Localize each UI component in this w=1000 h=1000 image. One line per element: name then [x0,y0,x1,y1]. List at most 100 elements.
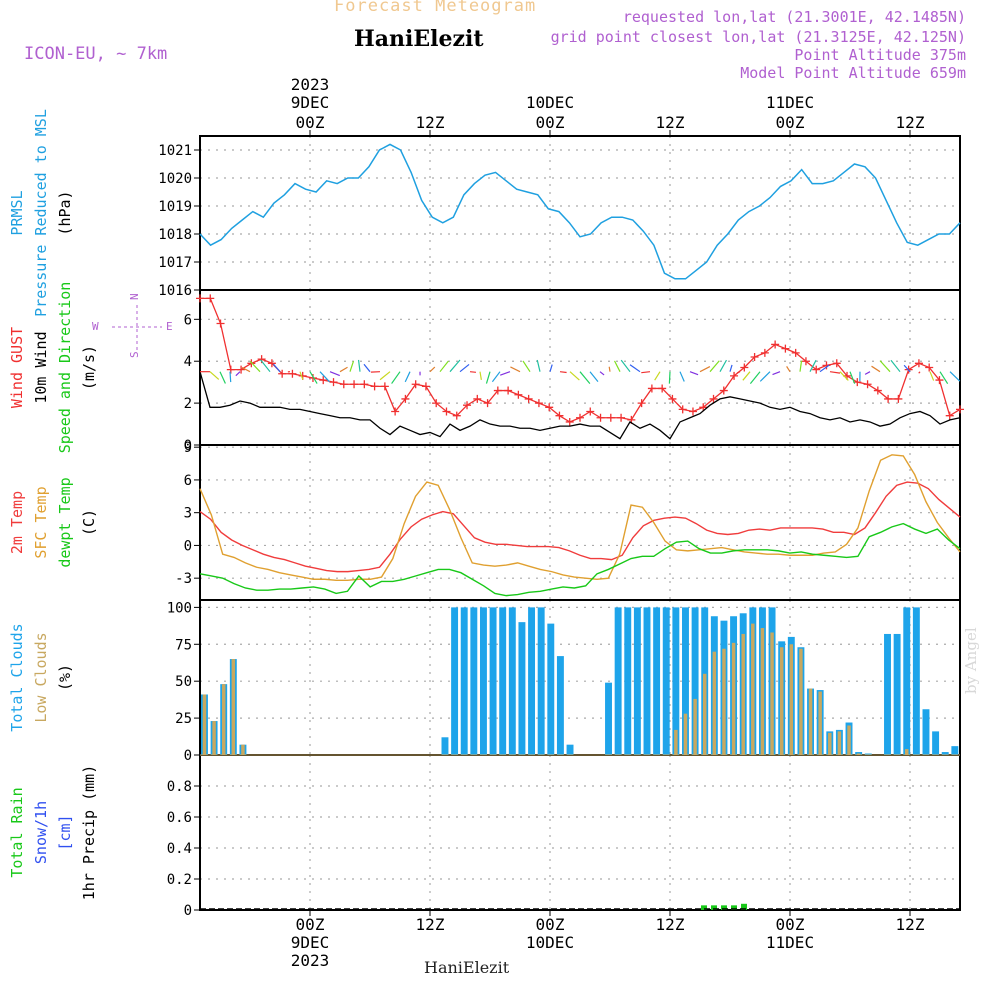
wind-arrow [668,371,671,384]
time-label-top: 12Z [896,113,925,132]
wind-arrow [839,371,849,381]
time-label-top: 2023 [291,75,330,94]
panel-frame [199,754,961,911]
gust-marker [237,365,246,374]
time-label-bottom: 00Z [536,915,565,934]
y-tick-label: 4 [184,354,192,370]
wind-arrow [879,360,891,373]
axis-label: SFC Temp [32,486,50,558]
wind-arrow [485,371,491,384]
gust-marker [545,403,554,412]
axis-label: 1hr Precip (mm) [80,765,98,900]
gust-marker [442,407,451,416]
wind-arrow [819,364,830,373]
gust-marker [493,386,502,395]
y-tick-label: 2 [184,396,192,412]
model-altitude: Model Point Altitude 659m [740,64,966,82]
wind-arrow [579,371,591,385]
gust-marker [771,340,780,349]
bar-total-cloud [643,607,651,755]
gust-marker [791,348,800,357]
wind-arrow [679,371,685,382]
series-2m-temp [199,481,961,573]
time-label-bottom: 00Z [776,915,805,934]
bar-low-cloud [751,623,755,755]
gust-marker [647,384,656,393]
place-name: HaniElezit [354,26,484,52]
bar-rain [711,905,717,910]
gust-marker [319,376,328,385]
wind-arrow [641,371,651,374]
model-label: ICON-EU, ~ 7km [24,44,168,64]
bar-total-cloud [605,682,612,755]
y-tick-label: 0.4 [167,841,192,857]
bar-low-cloud [828,732,832,755]
bar-low-cloud [212,721,216,755]
wind-arrow [709,360,720,373]
wind-arrow [599,371,605,376]
y-tick-label: 6 [184,312,192,328]
bar-total-cloud [460,607,468,755]
gust-marker [329,378,338,387]
wind-arrow [772,371,781,376]
wind-arrow [459,363,470,373]
bar-total-cloud [537,607,545,755]
wind-arrow [629,364,641,373]
footer-place: HaniElezit [424,958,510,977]
chart-title: Forecast Meteogram [334,0,537,16]
gust-marker [781,344,790,353]
wind-arrow [929,371,935,381]
wind-arrow [349,360,355,372]
gust-marker [925,363,934,372]
axis-label: [cm] [56,814,74,850]
gust-marker [555,411,564,420]
wind-arrow [491,371,501,383]
gust-marker [576,413,584,422]
wind-arrow [871,365,881,373]
wind-arrow [229,371,232,383]
wind-arrow [749,371,761,385]
y-tick-label: 0.6 [167,810,192,826]
compass-s: S [128,351,141,358]
panel-frame [199,135,961,291]
wind-arrow [339,366,348,373]
gust-marker [894,394,903,403]
wind-arrow [799,360,803,372]
axis-label: Total Clouds [8,623,26,731]
bar-total-cloud [884,633,891,755]
bar-low-cloud [712,651,717,755]
gust-marker [719,386,728,395]
bar-low-cloud [683,713,688,755]
bar-low-cloud [837,731,842,755]
wind-arrow [742,371,751,381]
wind-arrow [479,371,482,380]
time-label-top: 00Z [296,113,325,132]
axis-label: Total Rain [8,787,26,877]
gust-marker [699,403,708,412]
time-label-bottom: 12Z [656,915,685,934]
bar-low-cloud [770,632,774,755]
gust-marker [206,294,215,303]
bar-total-cloud [903,607,911,755]
compass-cross [112,305,162,352]
gust-marker [380,382,389,391]
gridpoint-coords: grid point closest lon,lat (21.3125E, 42… [550,28,966,46]
compass-w: W [92,320,99,333]
bar-total-cloud [518,622,526,755]
wind-arrow [522,360,531,373]
gust-marker [565,417,574,426]
wind-arrow [620,359,631,373]
axis-label: 2m Temp [8,491,26,554]
wind-arrow [809,359,817,372]
bar-total-cloud [662,607,670,755]
gust-marker [278,369,287,378]
bar-total-cloud [893,633,901,755]
wind-arrow [391,371,401,384]
axis-label: Pressure Reduced to MSL [32,109,50,317]
bar-low-cloud [722,648,726,755]
gust-marker [606,413,615,422]
series-sfc-temp [199,454,961,582]
bar-total-cloud [633,607,641,755]
axis-label: (m/s) [80,345,98,390]
